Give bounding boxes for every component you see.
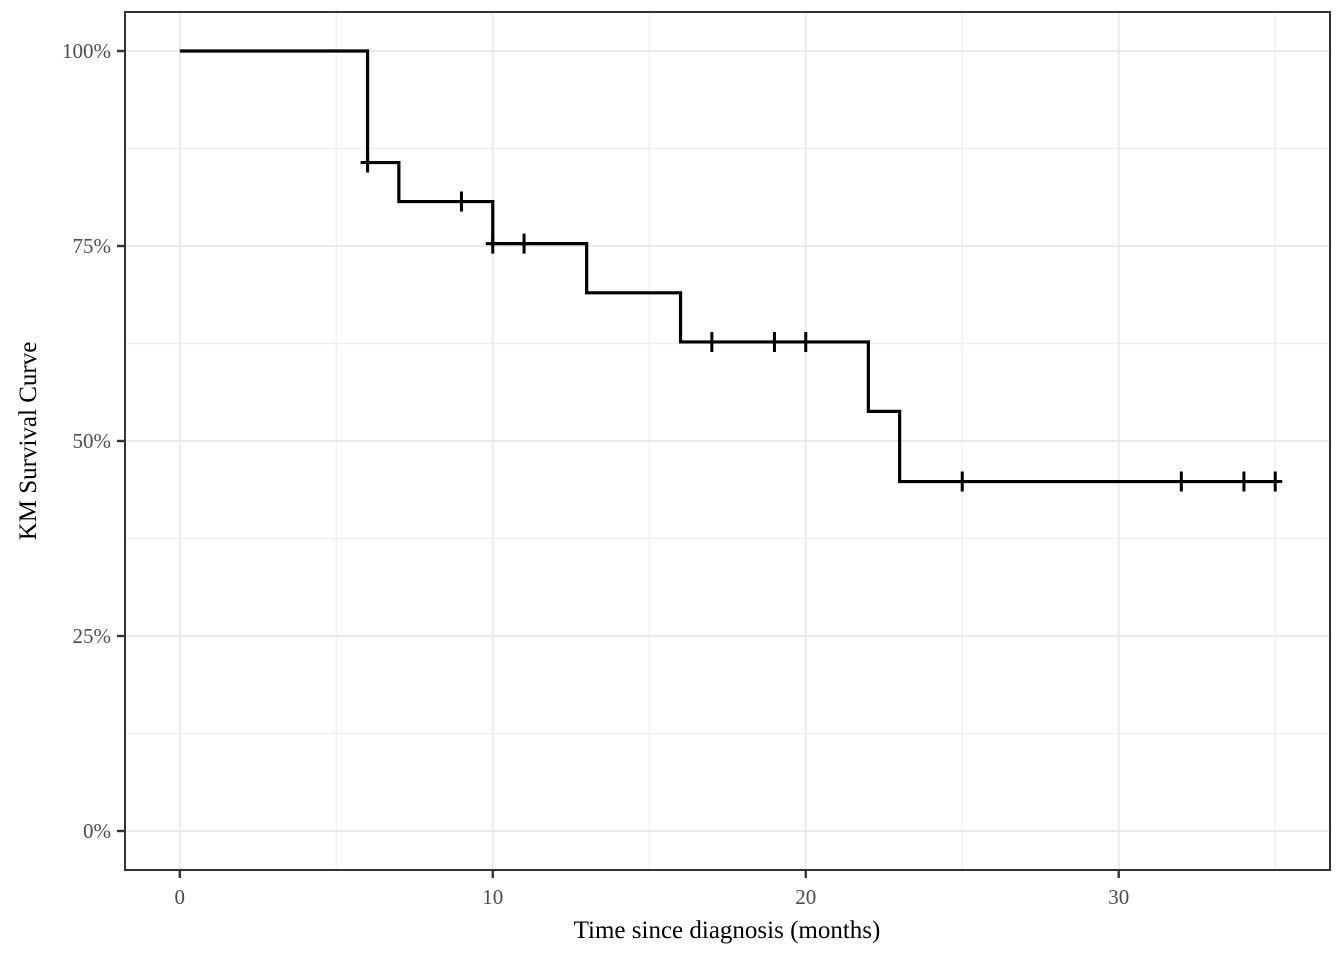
censor-plus-mark — [1268, 471, 1283, 492]
censor-plus-mark — [454, 191, 469, 212]
censor-plus-mark — [517, 233, 532, 254]
censor-plus-mark — [798, 331, 813, 352]
censor-plus-mark — [485, 233, 500, 254]
km-step-curve — [179, 49, 1276, 484]
censor-marks — [360, 152, 1283, 492]
censor-plus-mark — [1174, 471, 1189, 492]
x-axis-title: Time since diagnosis (months) — [574, 917, 881, 944]
y-tick-label: 100% — [62, 39, 111, 63]
censor-plus-mark — [704, 331, 719, 352]
gridlines-major — [125, 12, 1330, 870]
y-tick-label: 25% — [73, 624, 112, 648]
axis-tick-labels: 0 10 20 30 0% 25% 50% 75% 100% — [62, 39, 1129, 909]
censor-plus-mark — [767, 331, 782, 352]
censor-plus-mark — [1236, 471, 1251, 492]
x-tick-label: 30 — [1108, 885, 1129, 909]
axis-tick-marks — [117, 49, 1120, 878]
y-tick-label: 50% — [73, 429, 112, 453]
y-tick-label: 0% — [83, 819, 111, 843]
censor-plus-mark — [955, 471, 970, 492]
y-tick-label: 75% — [73, 234, 112, 258]
x-tick-label: 0 — [175, 885, 186, 909]
km-step-path — [179, 49, 1276, 484]
censor-plus-mark — [360, 152, 375, 173]
y-axis-title: KM Survival Curve — [15, 342, 42, 541]
x-tick-label: 20 — [795, 885, 816, 909]
x-tick-label: 10 — [482, 885, 503, 909]
